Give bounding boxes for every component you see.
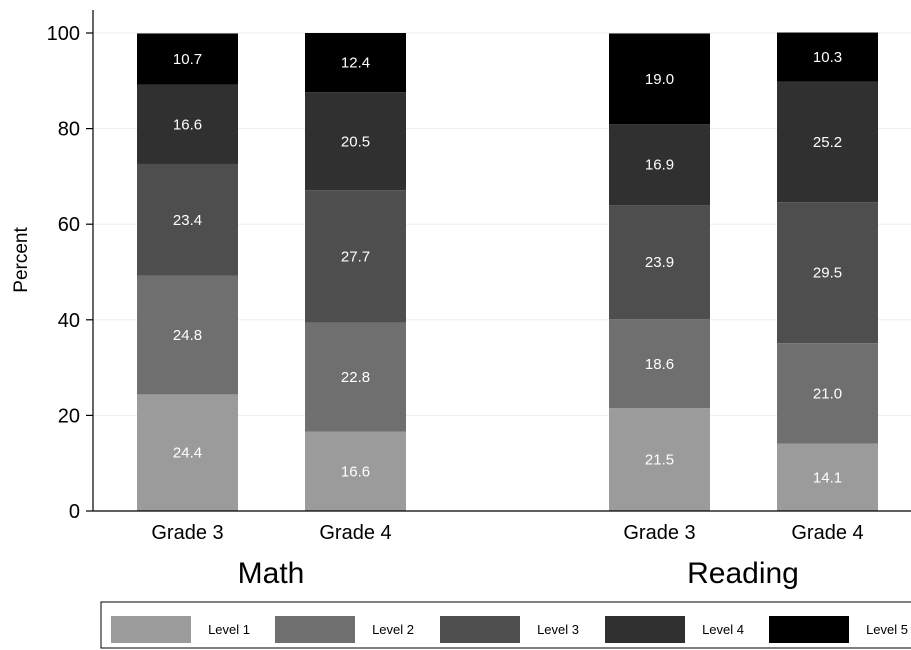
- y-axis-label: Percent: [11, 227, 32, 293]
- x-tick-label: Grade 3: [623, 522, 695, 544]
- data-label: 22.8: [341, 369, 370, 386]
- data-label: 21.5: [645, 452, 674, 469]
- data-label: 20.5: [341, 133, 370, 150]
- data-labels: 24.4 24.8 23.4 16.6 10.7 16.6 22.8 27.7 20.5 12.4…: [173, 49, 842, 486]
- data-label: 23.4: [173, 212, 202, 229]
- y-tick-label: 80: [58, 119, 80, 141]
- y-tick-label: 60: [58, 214, 80, 236]
- bar-segment: [305, 190, 406, 323]
- bar-segment: [305, 33, 406, 93]
- data-label: 10.7: [173, 51, 202, 68]
- y-tick-label: 0: [69, 501, 80, 523]
- x-tick-label: Grade 4: [319, 522, 391, 544]
- bar-segment: [305, 431, 406, 511]
- bar-segment: [777, 343, 878, 444]
- group-label: Math: [238, 557, 305, 590]
- bar-segment: [777, 32, 878, 82]
- legend-swatch: [440, 616, 520, 643]
- x-tick-label: Grade 4: [791, 522, 863, 544]
- bar-segment: [305, 322, 406, 432]
- legend-label: Level 5: [866, 622, 908, 637]
- legend-box: [100, 601, 911, 649]
- legend-swatch: [769, 616, 849, 643]
- axes: 0 20 40 60 80 100: [47, 10, 911, 523]
- bar-segment: [609, 408, 710, 511]
- legend: Level 1 Level 2 Level 3 Level 4 Level 5: [100, 601, 911, 649]
- y-tick-label: 20: [58, 405, 80, 427]
- data-label: 16.6: [173, 116, 202, 133]
- bar-segment: [777, 443, 878, 511]
- bar-segment: [137, 163, 238, 276]
- data-label: 12.4: [341, 55, 370, 72]
- legend-swatch: [111, 616, 191, 643]
- data-label: 10.3: [813, 49, 842, 66]
- data-label: 25.2: [813, 134, 842, 151]
- data-label: 29.5: [813, 265, 842, 282]
- data-label: 14.1: [813, 469, 842, 486]
- legend-label: Level 2: [372, 622, 414, 637]
- y-tick-label: 40: [58, 310, 80, 332]
- bar-segment: [137, 33, 238, 85]
- group-label: Reading: [687, 557, 799, 590]
- data-label: 19.0: [645, 71, 674, 88]
- bar-segment: [609, 319, 710, 409]
- x-tick-label: Grade 3: [151, 522, 223, 544]
- bar-segment: [137, 275, 238, 395]
- bar-segment: [609, 124, 710, 206]
- bar-segment: [305, 92, 406, 191]
- legend-label: Level 3: [537, 622, 579, 637]
- bar-segment: [777, 202, 878, 344]
- data-label: 21.0: [813, 385, 842, 402]
- data-label: 16.6: [341, 463, 370, 480]
- bar-segment: [137, 84, 238, 164]
- bars: [137, 32, 878, 511]
- x-axis-labels: Grade 3 Grade 4 Math Grade 3 Grade 4 Reading: [151, 522, 863, 590]
- bar-segment: [609, 205, 710, 320]
- data-label: 27.7: [341, 248, 370, 265]
- data-label: 16.9: [645, 157, 674, 174]
- legend-swatch: [605, 616, 685, 643]
- data-label: 23.9: [645, 254, 674, 271]
- legend-label: Level 1: [208, 622, 250, 637]
- legend-swatch: [275, 616, 355, 643]
- data-label: 24.8: [173, 327, 202, 344]
- bar-segment: [777, 81, 878, 203]
- bar-segment: [609, 33, 710, 125]
- legend-label: Level 4: [702, 622, 744, 637]
- y-tick-label: 100: [47, 23, 80, 45]
- data-label: 18.6: [645, 356, 674, 373]
- bar-segment: [137, 394, 238, 511]
- data-label: 24.4: [173, 445, 202, 462]
